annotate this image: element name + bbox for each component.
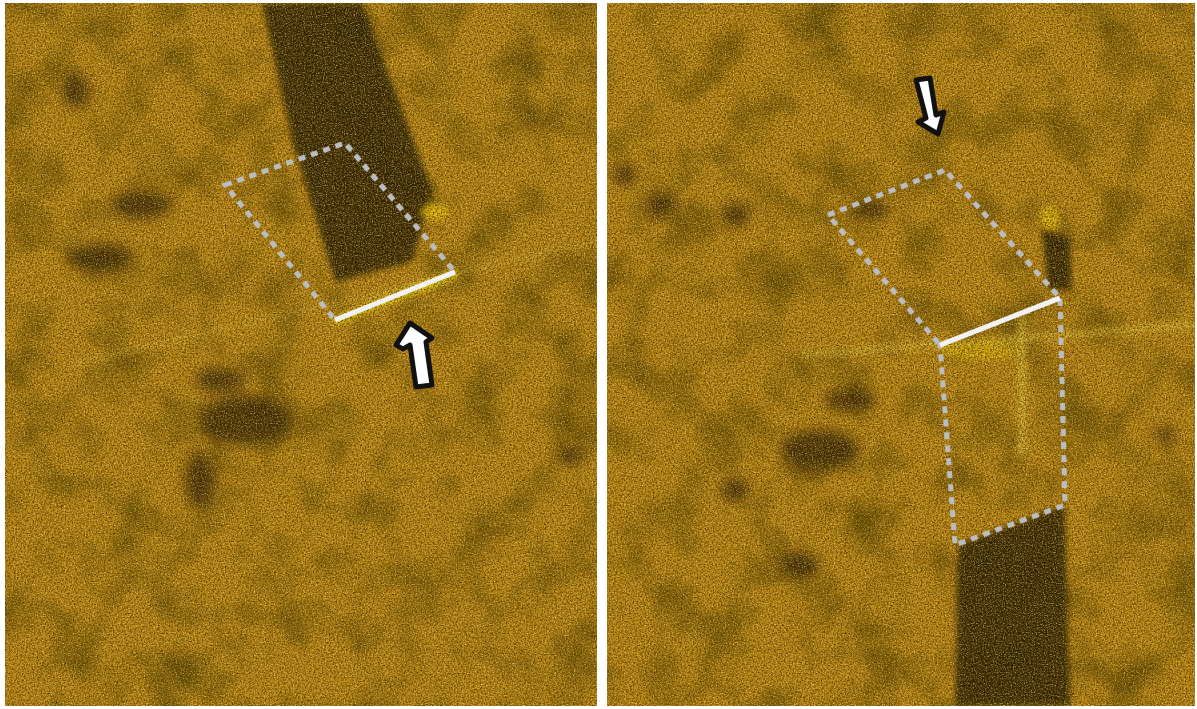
speckle-bright: [607, 3, 1195, 706]
target-line: [334, 269, 456, 323]
speckle-bright: [5, 3, 597, 706]
arrow: [393, 320, 435, 390]
arrow: [913, 75, 947, 137]
right-sonar-panel: [607, 3, 1195, 706]
dotted-outline: [220, 140, 460, 324]
left-sonar-panel: [5, 3, 597, 706]
target-line: [939, 295, 1061, 348]
dotted-outline: [823, 167, 1065, 348]
